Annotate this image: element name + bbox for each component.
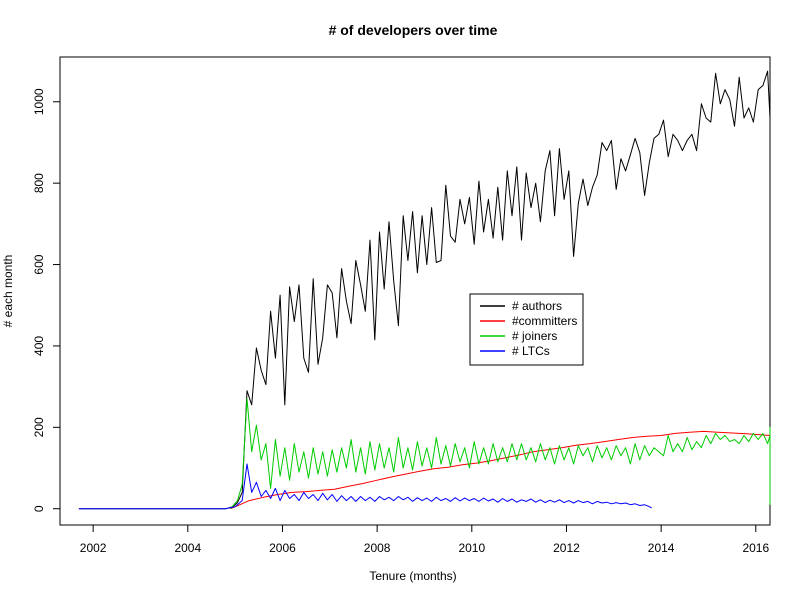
x-tick-label: 2014 (648, 541, 675, 555)
series-line-2 (230, 430, 771, 510)
x-tick-label: 2016 (742, 541, 769, 555)
x-tick-label: 2006 (269, 541, 296, 555)
series-line-4 (78, 463, 652, 510)
x-tick-label: 2002 (80, 541, 107, 555)
x-tick-label: 2010 (458, 541, 485, 555)
y-tick-label: 600 (32, 254, 46, 274)
x-axis-label: Tenure (months) (369, 569, 456, 583)
legend-label: # authors (512, 299, 562, 313)
series-group (78, 70, 771, 510)
y-tick-label: 800 (32, 173, 46, 193)
y-axis-label: # each month (1, 255, 15, 328)
legend-label: #committers (512, 314, 577, 328)
y-tick-label: 400 (32, 336, 46, 356)
x-axis: 2002 2004 2006 2008 2010 2012 2014 2016 (80, 525, 769, 555)
legend-box (469, 293, 584, 366)
legend-label: # LTCs (512, 344, 550, 358)
legend-label: # joiners (512, 329, 557, 343)
y-tick-label: 0 (32, 505, 46, 512)
y-tick-label: 200 (32, 417, 46, 437)
chart-title: # of developers over time (329, 22, 498, 38)
series-line-1 (78, 70, 771, 510)
x-tick-label: 2004 (174, 541, 201, 555)
y-axis: 0 200 400 600 800 1000 (32, 88, 60, 512)
legend: # authors#committers# joiners# LTCs (469, 293, 584, 366)
series-line-3 (230, 398, 771, 510)
x-tick-label: 2012 (553, 541, 580, 555)
y-tick-label: 1000 (32, 88, 46, 115)
x-tick-label: 2008 (364, 541, 391, 555)
